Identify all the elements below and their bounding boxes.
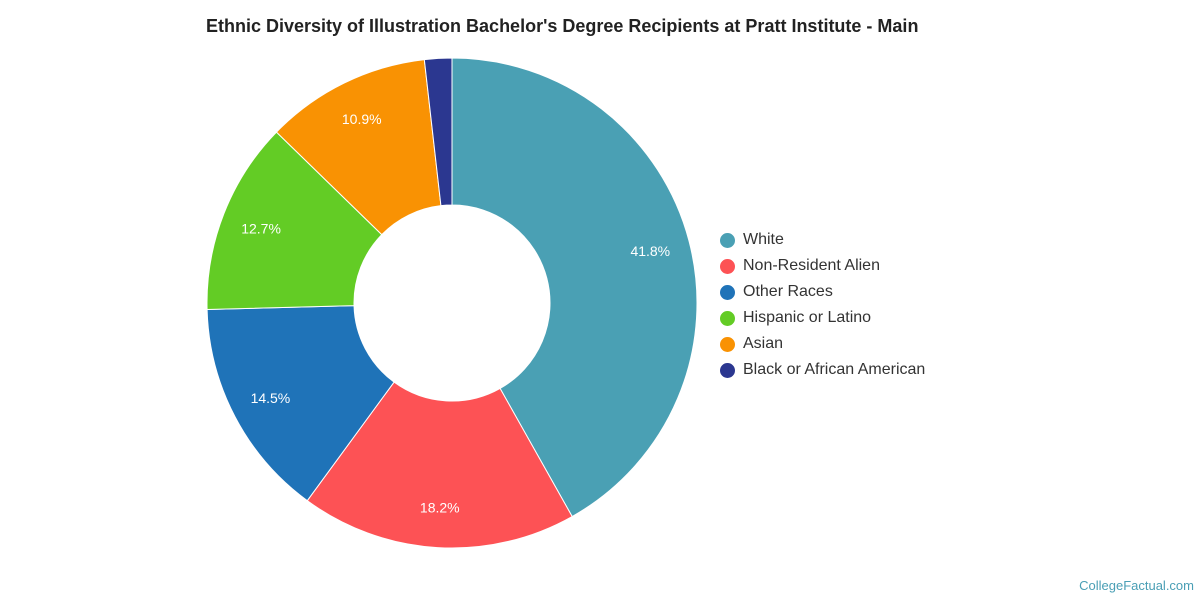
- legend-swatch: [720, 336, 735, 352]
- chart-title: Ethnic Diversity of Illustration Bachelo…: [206, 16, 919, 36]
- slice-label-other-races: 14.5%: [251, 390, 291, 406]
- slice-non-resident-alien[interactable]: [306, 381, 573, 549]
- legend-item-non-resident-alien[interactable]: Non-Resident Alien: [720, 253, 925, 279]
- slice-label-non-resident-alien: 18.2%: [420, 500, 460, 516]
- legend-item-asian[interactable]: Asian: [720, 331, 925, 357]
- legend-label: Other Races: [743, 283, 833, 300]
- legend-item-black-or-african-american[interactable]: Black or African American: [720, 357, 925, 383]
- legend-label: Non-Resident Alien: [743, 257, 880, 274]
- legend-label: Black or African American: [743, 361, 926, 378]
- legend-label: Asian: [743, 335, 784, 352]
- legend-label: White: [743, 231, 784, 248]
- legend-label: Hispanic or Latino: [743, 309, 872, 326]
- slice-black-or-african-american[interactable]: [423, 57, 453, 207]
- chart-legend: White Non-Resident Alien Other Races Hispan…: [720, 227, 925, 383]
- slice-label-white: 41.8%: [630, 243, 670, 259]
- legend-swatch: [720, 232, 735, 248]
- legend-item-other-races[interactable]: Other Races: [720, 279, 925, 305]
- slice-other-races[interactable]: [206, 305, 395, 502]
- source-credit[interactable]: CollegeFactual.com: [1079, 578, 1194, 593]
- legend-swatch: [720, 310, 735, 326]
- legend-swatch: [720, 362, 735, 378]
- slice-label-asian: 10.9%: [342, 111, 382, 127]
- slice-label-hispanic-or-latino: 12.7%: [241, 220, 281, 236]
- slice-white[interactable]: [451, 57, 698, 518]
- slice-hispanic-or-latino[interactable]: [206, 131, 383, 311]
- legend-item-white[interactable]: White: [720, 227, 925, 253]
- legend-item-hispanic-or-latino[interactable]: Hispanic or Latino: [720, 305, 925, 331]
- legend-swatch: [720, 258, 735, 274]
- legend-swatch: [720, 284, 735, 300]
